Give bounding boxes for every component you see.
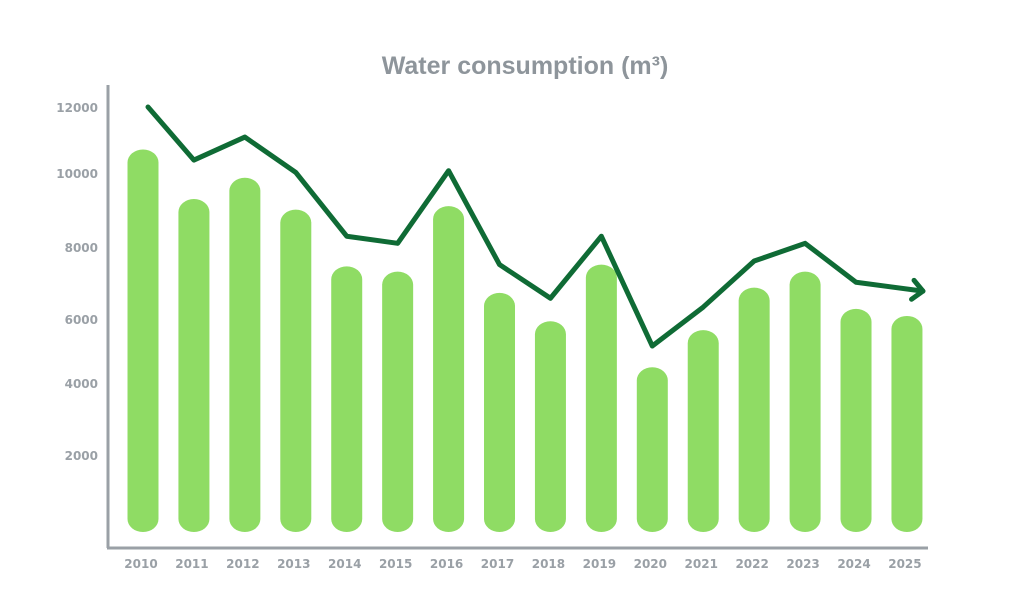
bar-2021 xyxy=(687,330,719,532)
bar-2019 xyxy=(585,264,617,532)
trend-arrow-head xyxy=(909,277,926,302)
x-tick-label-2013: 2013 xyxy=(277,557,310,571)
x-tick-label-2017: 2017 xyxy=(481,557,514,571)
chart-title: Water consumption (m³) xyxy=(381,52,669,80)
bar-2011 xyxy=(178,199,210,532)
x-tick-label-2014: 2014 xyxy=(328,557,361,571)
bar-2025 xyxy=(891,315,923,532)
bar-2012 xyxy=(229,177,261,533)
bars-group xyxy=(127,149,923,533)
y-tick-label: 10000 xyxy=(56,167,98,181)
x-tick-labels: 2010 2011 2012 2013 2014 2015 2016 2017 2018 2019… xyxy=(124,557,921,571)
x-tick-label-2016: 2016 xyxy=(430,557,463,571)
y-tick-label: 4000 xyxy=(65,377,98,391)
bar-2017 xyxy=(484,292,516,532)
bar-2024 xyxy=(840,308,872,532)
y-tick-label: 2000 xyxy=(65,449,98,463)
y-tick-label: 6000 xyxy=(65,313,98,327)
bar-2020 xyxy=(636,367,668,532)
y-tick-label: 8000 xyxy=(65,241,98,255)
axes-group xyxy=(106,85,928,550)
x-tick-label-2019: 2019 xyxy=(583,557,616,571)
bar-2013 xyxy=(280,209,312,533)
bar-2023 xyxy=(789,271,821,532)
x-tick-label-2023: 2023 xyxy=(786,557,819,571)
trend-line xyxy=(145,104,926,349)
bar-2014 xyxy=(331,266,363,532)
y-tick-labels: 2000 4000 6000 8000 10000 12000 xyxy=(56,101,98,463)
bar-2010 xyxy=(127,149,159,533)
x-tick-label-2012: 2012 xyxy=(226,557,259,571)
x-tick-label-2015: 2015 xyxy=(379,557,412,571)
x-tick-label-2018: 2018 xyxy=(532,557,565,571)
x-tick-label-2020: 2020 xyxy=(634,557,667,571)
bar-2016 xyxy=(433,206,465,533)
x-tick-label-2010: 2010 xyxy=(124,557,157,571)
bar-2022 xyxy=(738,287,770,532)
x-tick-label-2011: 2011 xyxy=(175,557,208,571)
x-tick-label-2022: 2022 xyxy=(735,557,768,571)
x-tick-label-2024: 2024 xyxy=(837,557,870,571)
bar-2015 xyxy=(382,271,414,532)
x-tick-label-2021: 2021 xyxy=(685,557,718,571)
bar-2018 xyxy=(534,321,566,532)
y-tick-label: 12000 xyxy=(56,101,98,115)
trend-line-group xyxy=(145,104,926,349)
x-tick-label-2025: 2025 xyxy=(888,557,921,571)
